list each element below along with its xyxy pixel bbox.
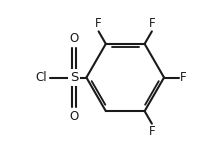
Text: F: F bbox=[180, 71, 187, 84]
Text: S: S bbox=[70, 71, 78, 84]
Text: F: F bbox=[95, 17, 102, 30]
Text: S: S bbox=[70, 71, 78, 84]
Text: F: F bbox=[148, 125, 155, 138]
Text: O: O bbox=[70, 32, 79, 45]
Text: Cl: Cl bbox=[35, 71, 47, 84]
Text: O: O bbox=[70, 110, 79, 123]
Text: F: F bbox=[148, 17, 155, 30]
